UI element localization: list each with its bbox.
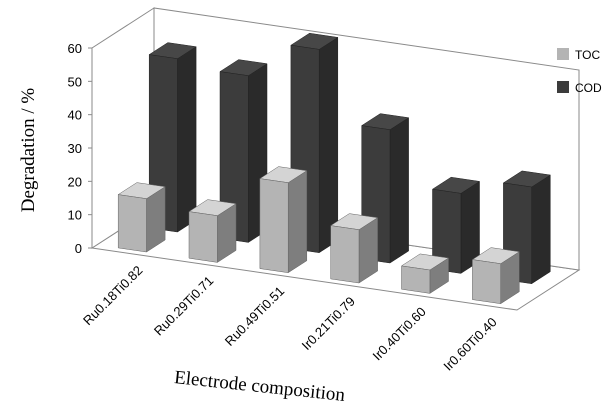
- x-tick-label: Ru0.49Ti0.51: [222, 283, 287, 348]
- legend-swatch-cod: [557, 81, 569, 93]
- y-tick-label: 30: [68, 141, 82, 156]
- y-tick-label: 20: [68, 174, 82, 189]
- bar-front: [401, 265, 431, 294]
- y-tick-label: 60: [68, 41, 82, 56]
- y-axis-title: Degradation / %: [18, 88, 39, 213]
- bar-front: [117, 194, 147, 253]
- legend-swatch-toc: [557, 48, 569, 60]
- bar-toc-4: [400, 253, 450, 294]
- bar-toc-5: [471, 247, 520, 305]
- y-axis-ticks: 0 10 20 30 40 50 60: [68, 41, 92, 256]
- bar-toc-2: [259, 166, 308, 274]
- bar-front: [432, 188, 462, 274]
- y-tick-label: 0: [75, 241, 82, 256]
- bar-toc-1: [188, 199, 237, 263]
- y-tick-label: 40: [68, 108, 82, 123]
- bar-side: [287, 170, 308, 274]
- bar-front: [188, 211, 218, 263]
- bar-toc-3: [330, 213, 379, 284]
- x-tick-label: Ir0.60Ti0.40: [440, 314, 499, 373]
- x-tick-label: Ir0.21Ti0.79: [299, 294, 358, 353]
- x-tick-label: Ru0.18Ti0.82: [80, 263, 145, 328]
- bar-cod-4: [431, 176, 481, 274]
- bar-front: [330, 225, 360, 284]
- bar-toc-0: [117, 182, 166, 253]
- bar-side: [389, 117, 409, 264]
- x-axis-title: Electrode composition: [173, 367, 346, 406]
- bar-side: [531, 174, 551, 285]
- bar-front: [219, 71, 249, 243]
- y-tick-label: 50: [68, 74, 82, 89]
- legend-label-toc: TOC: [575, 48, 600, 62]
- bar-side: [177, 46, 197, 233]
- bar-side: [318, 36, 339, 254]
- bar-front: [472, 259, 501, 304]
- x-tick-label: Ru0.29Ti0.71: [151, 273, 216, 338]
- x-tick-label: Ir0.40Ti0.60: [370, 304, 429, 363]
- legend: TOC COD: [557, 48, 602, 95]
- y-tick-label: 10: [68, 208, 82, 223]
- bar-front: [259, 178, 289, 273]
- legend-label-cod: COD: [575, 81, 602, 95]
- bars: [117, 32, 551, 305]
